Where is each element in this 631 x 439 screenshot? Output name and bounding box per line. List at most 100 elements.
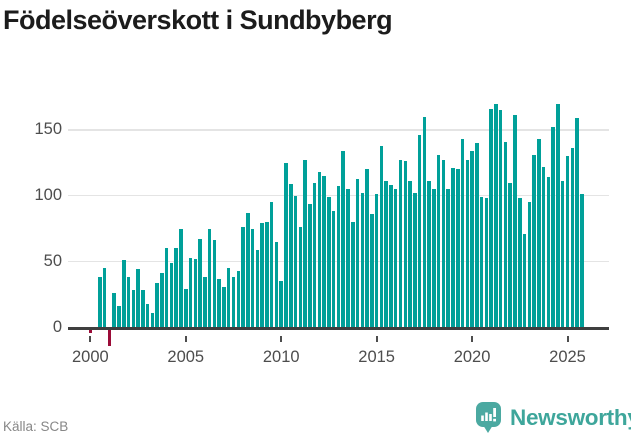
bar <box>241 227 245 328</box>
bar <box>260 223 264 328</box>
negative-bar <box>107 329 112 346</box>
source-label: Källa: SCB <box>3 419 69 434</box>
bar <box>351 222 355 328</box>
bar <box>217 278 221 328</box>
bar <box>432 189 436 328</box>
bar <box>341 150 345 328</box>
bar <box>494 103 498 328</box>
bar <box>222 286 226 328</box>
bar <box>560 181 565 328</box>
bar <box>193 258 198 328</box>
bar <box>456 169 460 328</box>
bar <box>293 195 298 328</box>
bar <box>374 194 379 328</box>
bar <box>513 115 517 328</box>
bar <box>303 160 307 328</box>
bar <box>112 293 116 328</box>
bar <box>246 212 250 328</box>
x-axis-tick <box>280 336 283 342</box>
bar <box>122 260 126 328</box>
bar <box>179 228 183 328</box>
bar <box>355 178 360 328</box>
bar <box>417 135 422 328</box>
bar <box>327 197 331 328</box>
bar <box>184 289 188 328</box>
bar <box>484 198 489 328</box>
bar <box>393 189 398 328</box>
y-axis-label: 150 <box>34 120 62 139</box>
mini-bar-chart-icon <box>481 408 496 422</box>
bar <box>212 240 217 328</box>
x-axis-label: 2005 <box>167 348 205 366</box>
bar <box>470 150 474 328</box>
bar <box>413 193 417 328</box>
bar <box>274 241 279 328</box>
x-axis-line <box>68 327 609 330</box>
bar <box>98 277 102 328</box>
bar <box>427 181 431 328</box>
bar <box>508 182 512 328</box>
bar <box>527 202 532 328</box>
bar <box>441 160 446 328</box>
bar <box>117 306 121 328</box>
bar <box>236 270 241 328</box>
bar <box>265 222 269 328</box>
bar <box>284 162 288 328</box>
bar <box>451 168 455 328</box>
x-axis-label: 2000 <box>71 348 109 366</box>
y-axis-label: 100 <box>34 186 62 205</box>
x-axis-label: 2025 <box>549 348 586 366</box>
bar <box>479 197 484 328</box>
bar <box>269 202 274 328</box>
bar <box>188 257 193 328</box>
y-axis-label: 0 <box>52 317 62 336</box>
bar <box>150 312 155 328</box>
bar <box>489 108 493 328</box>
newsworthy-chart-bubble-icon <box>476 402 501 433</box>
bar <box>365 169 369 328</box>
bar <box>532 154 536 328</box>
bar <box>169 262 174 328</box>
bar <box>575 118 579 328</box>
bar <box>398 160 403 328</box>
bar <box>145 303 150 328</box>
newsworthy-wordmark: Newsworthy <box>510 405 631 430</box>
bar <box>379 145 384 328</box>
y-axis-label: 50 <box>43 252 62 270</box>
bar <box>298 227 303 328</box>
bar <box>580 194 584 328</box>
bar <box>436 154 441 328</box>
bar <box>446 189 450 328</box>
x-axis-label: 2010 <box>262 348 300 366</box>
bar <box>336 186 341 328</box>
bar <box>360 193 365 328</box>
bar <box>203 277 207 328</box>
bar <box>475 143 479 328</box>
bar <box>551 127 555 328</box>
page-title: Födelseöverskott i Sundbyberg <box>3 5 393 35</box>
bar <box>384 181 388 328</box>
speech-bubble-tail <box>483 425 493 433</box>
bar <box>250 228 255 328</box>
bar <box>422 116 427 328</box>
bar <box>537 139 541 328</box>
bar <box>155 282 159 328</box>
bar <box>289 183 293 328</box>
bar <box>226 268 231 328</box>
bar <box>546 177 551 328</box>
bar <box>279 281 283 328</box>
bar <box>503 141 508 328</box>
bar <box>408 181 412 328</box>
bar <box>141 290 145 328</box>
bar <box>403 161 408 328</box>
bar <box>102 268 107 328</box>
bar <box>522 233 527 328</box>
bar <box>198 239 202 328</box>
bar <box>308 203 312 328</box>
bar <box>164 248 169 328</box>
bar <box>312 182 317 328</box>
bar <box>460 139 465 328</box>
bar <box>556 103 560 328</box>
bar <box>160 273 164 328</box>
